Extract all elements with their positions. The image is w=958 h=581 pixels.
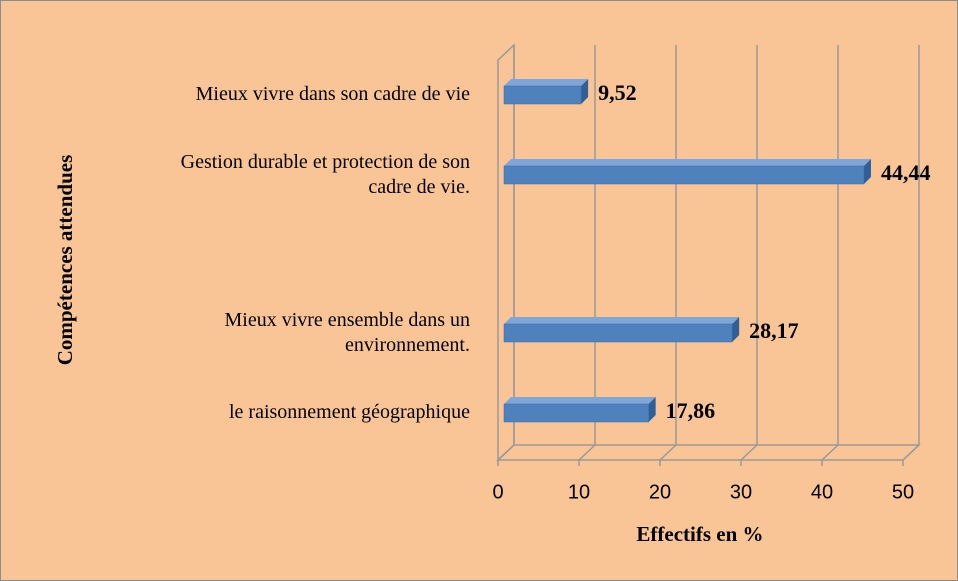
data-label: 9,52: [598, 80, 637, 105]
y-tick-label: Mieux vivre dans son cadre de vie: [196, 83, 470, 105]
bar-top: [504, 79, 589, 86]
data-label: 17,86: [666, 398, 716, 423]
bar-front: [503, 165, 865, 185]
bar-front: [503, 323, 733, 343]
y-axis-title: Compétences attendues: [53, 155, 77, 366]
x-tick-label: 10: [568, 481, 590, 503]
grid-line-floor: [497, 444, 515, 461]
grid-line-floor: [740, 444, 758, 461]
bar-side: [732, 317, 740, 342]
x-tick-label: 0: [492, 481, 503, 503]
y-tick-label: Mieux vivre ensemble dans un environnemen…: [225, 309, 471, 356]
x-tick-label: 50: [892, 481, 914, 503]
bar: [503, 317, 740, 343]
bar-top: [504, 317, 740, 324]
bar-top: [504, 159, 871, 166]
x-tick-label: 40: [811, 481, 833, 503]
bar: [503, 397, 656, 423]
y-tick-label: le raisonnement géographique: [229, 401, 470, 423]
x-tick-label: 20: [649, 481, 671, 503]
bar: [503, 159, 871, 185]
bar-side: [648, 397, 656, 422]
data-label: 44,44: [881, 160, 931, 185]
bar-front: [503, 85, 582, 105]
grid-line-floor: [578, 444, 596, 461]
bar-side: [863, 159, 871, 184]
bar-top: [504, 397, 656, 404]
grid-line-floor: [659, 444, 677, 461]
x-axis-title: Effectifs en %: [636, 522, 763, 546]
y-tick-label: Gestion durable et protection de son cadr…: [181, 151, 470, 198]
data-label: 28,17: [749, 318, 799, 343]
x-tick-label: 30: [730, 481, 752, 503]
bar-front: [503, 403, 649, 423]
grid-line-floor: [902, 444, 920, 461]
bar: [503, 79, 589, 105]
bar-side: [581, 79, 589, 104]
grid-line-floor: [821, 444, 839, 461]
